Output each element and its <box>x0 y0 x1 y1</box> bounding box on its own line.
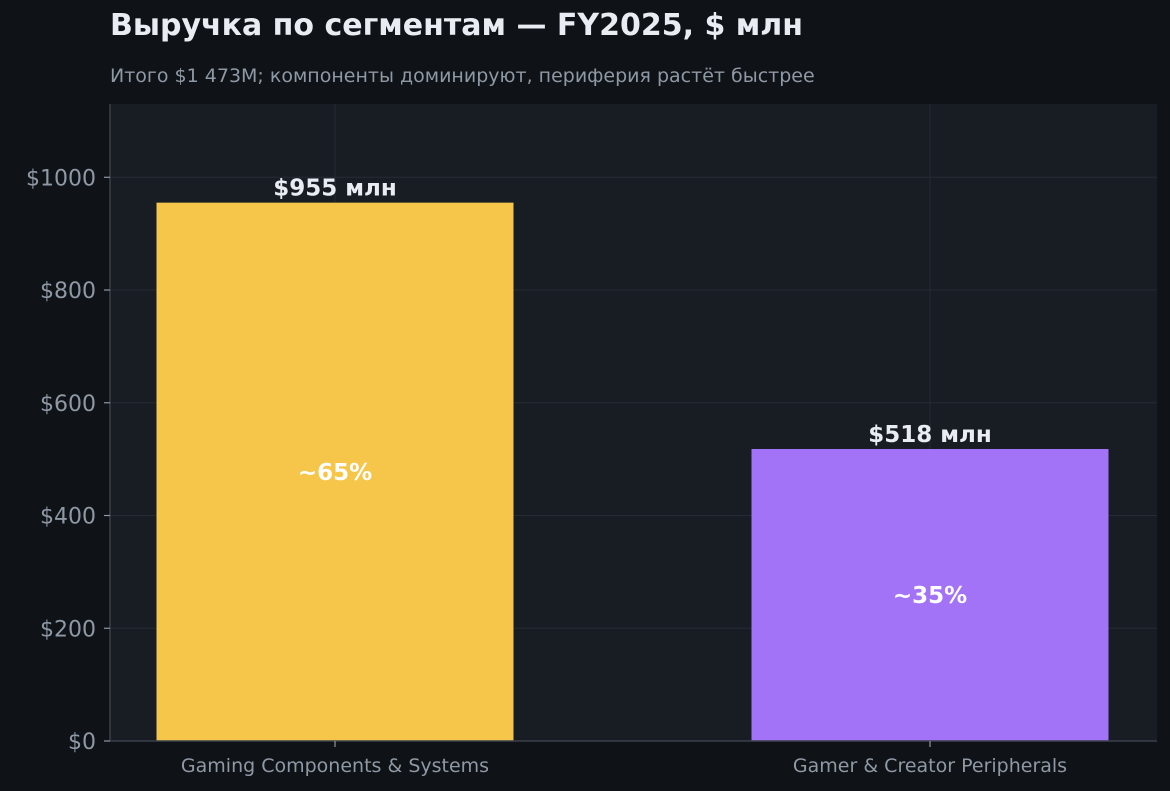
chart-title: Выручка по сегментам — FY2025, $ млн <box>110 8 803 43</box>
x-tick-label: Gamer & Creator Peripherals <box>793 755 1067 777</box>
bar-1 <box>156 202 514 741</box>
bar-2 <box>751 448 1109 741</box>
y-tick-label: $400 <box>40 505 96 530</box>
y-tick-label: $800 <box>40 279 96 304</box>
bar-share-label: ~35% <box>893 583 967 609</box>
bar-value-label: $518 млн <box>868 422 992 448</box>
y-tick-label: $200 <box>40 617 96 642</box>
y-tick-label: $600 <box>40 392 96 417</box>
bar-value-label: $955 млн <box>273 176 397 202</box>
x-tick-label: Gaming Components & Systems <box>181 755 489 777</box>
chart-subtitle: Итого $1 473M; компоненты доминируют, пе… <box>110 65 815 87</box>
y-tick-label: $1000 <box>26 166 96 191</box>
bar-share-label: ~65% <box>298 460 372 486</box>
y-tick-label: $0 <box>68 730 96 755</box>
